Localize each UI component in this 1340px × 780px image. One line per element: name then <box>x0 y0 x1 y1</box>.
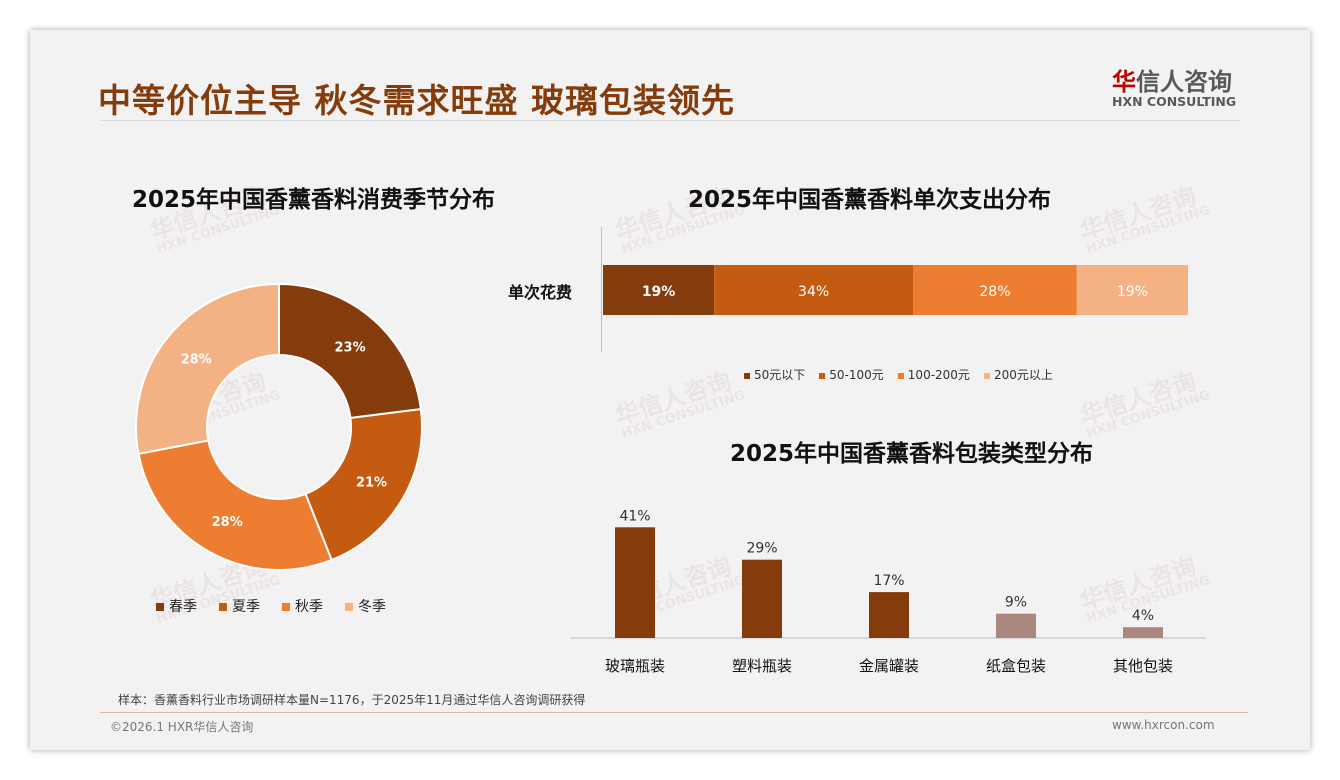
x-tick-label: 金属罐装 <box>859 657 919 675</box>
stacked-segment <box>714 265 914 315</box>
logo: 华信人咨询 <box>1112 62 1232 97</box>
x-tick-label: 纸盒包装 <box>986 657 1046 675</box>
segment-data-label: 28% <box>979 284 1010 300</box>
segment-data-label: 19% <box>642 284 676 300</box>
stacked-segment <box>1076 265 1188 315</box>
donut-slice <box>137 439 333 571</box>
segment-data-label: 34% <box>798 284 829 300</box>
column-bar <box>996 613 1036 638</box>
legend-item: 50-100元 <box>819 366 884 383</box>
legend-item: 春季 <box>156 596 197 616</box>
column-bar <box>742 559 782 638</box>
donut-data-label: 28% <box>181 352 212 367</box>
donut-legend: 春季 夏季 秋季 冬季 <box>156 596 386 616</box>
page-title: 中等价位主导 秋冬需求旺盛 玻璃包装领先 <box>98 81 735 120</box>
stacked-bar-chart: 19% 34% 28% 19% <box>603 265 1188 315</box>
slide: 中等价位主导 秋冬需求旺盛 玻璃包装领先 华信人咨询 HXN CONSULTIN… <box>30 30 1310 750</box>
donut-data-label: 23% <box>335 340 366 355</box>
stacked-legend: 50元以下 50-100元 100-200元 200元以上 <box>744 366 1053 383</box>
legend-item: 50元以下 <box>744 366 805 383</box>
column-data-label: 17% <box>873 573 904 589</box>
legend-item: 夏季 <box>219 596 260 616</box>
column-data-label: 29% <box>746 541 777 557</box>
donut-chart: 23% 21% 28% 28% <box>135 282 423 571</box>
column-bar <box>615 527 655 638</box>
x-tick-label: 玻璃瓶装 <box>605 657 665 675</box>
stacked-segment <box>603 265 715 315</box>
logo-mark: 华 <box>1112 68 1136 96</box>
x-tick-label: 塑料瓶装 <box>732 657 792 675</box>
donut-slice <box>304 407 423 562</box>
legend-item: 秋季 <box>282 596 323 616</box>
stacked-chart-title: 2025年中国香薰香料单次支出分布 <box>688 187 1052 213</box>
category-label: 单次花费 <box>508 283 573 302</box>
divider <box>100 120 1240 121</box>
copyright: ©2026.1 HXR华信人咨询 <box>110 720 254 734</box>
x-tick-label: 其他包装 <box>1113 657 1173 675</box>
donut-data-label: 28% <box>212 515 243 530</box>
donut-slice <box>135 282 280 455</box>
column-bar <box>869 592 909 638</box>
donut-slice <box>278 282 422 420</box>
axis-line <box>601 227 602 352</box>
column-data-label: 9% <box>1005 595 1027 611</box>
column-bar <box>1123 627 1163 638</box>
donut-data-label: 21% <box>356 476 387 491</box>
sample-note: 样本：香薰香料行业市场调研样本量N=1176，于2025年11月通过华信人咨询调… <box>118 693 586 707</box>
donut-chart-title: 2025年中国香薰香料消费季节分布 <box>132 187 496 213</box>
column-chart-title: 2025年中国香薰香料包装类型分布 <box>730 441 1094 467</box>
legend-item: 100-200元 <box>897 366 970 383</box>
stacked-segment <box>913 265 1077 315</box>
legend-item: 冬季 <box>345 596 386 616</box>
logo-english: HXN CONSULTING <box>1112 94 1237 109</box>
logo-text: 信人咨询 <box>1136 68 1232 96</box>
legend-item: 200元以上 <box>983 366 1053 383</box>
website-link[interactable]: www.hxrcon.com <box>1112 718 1215 732</box>
column-data-label: 41% <box>619 508 650 524</box>
column-chart: 41% 玻璃瓶装 29% 塑料瓶装 17% 金属罐装 9% 纸盒包装 4% 其他包装 <box>571 508 1206 675</box>
column-data-label: 4% <box>1132 608 1154 624</box>
segment-data-label: 19% <box>1117 284 1148 300</box>
footer-divider <box>100 712 1248 713</box>
